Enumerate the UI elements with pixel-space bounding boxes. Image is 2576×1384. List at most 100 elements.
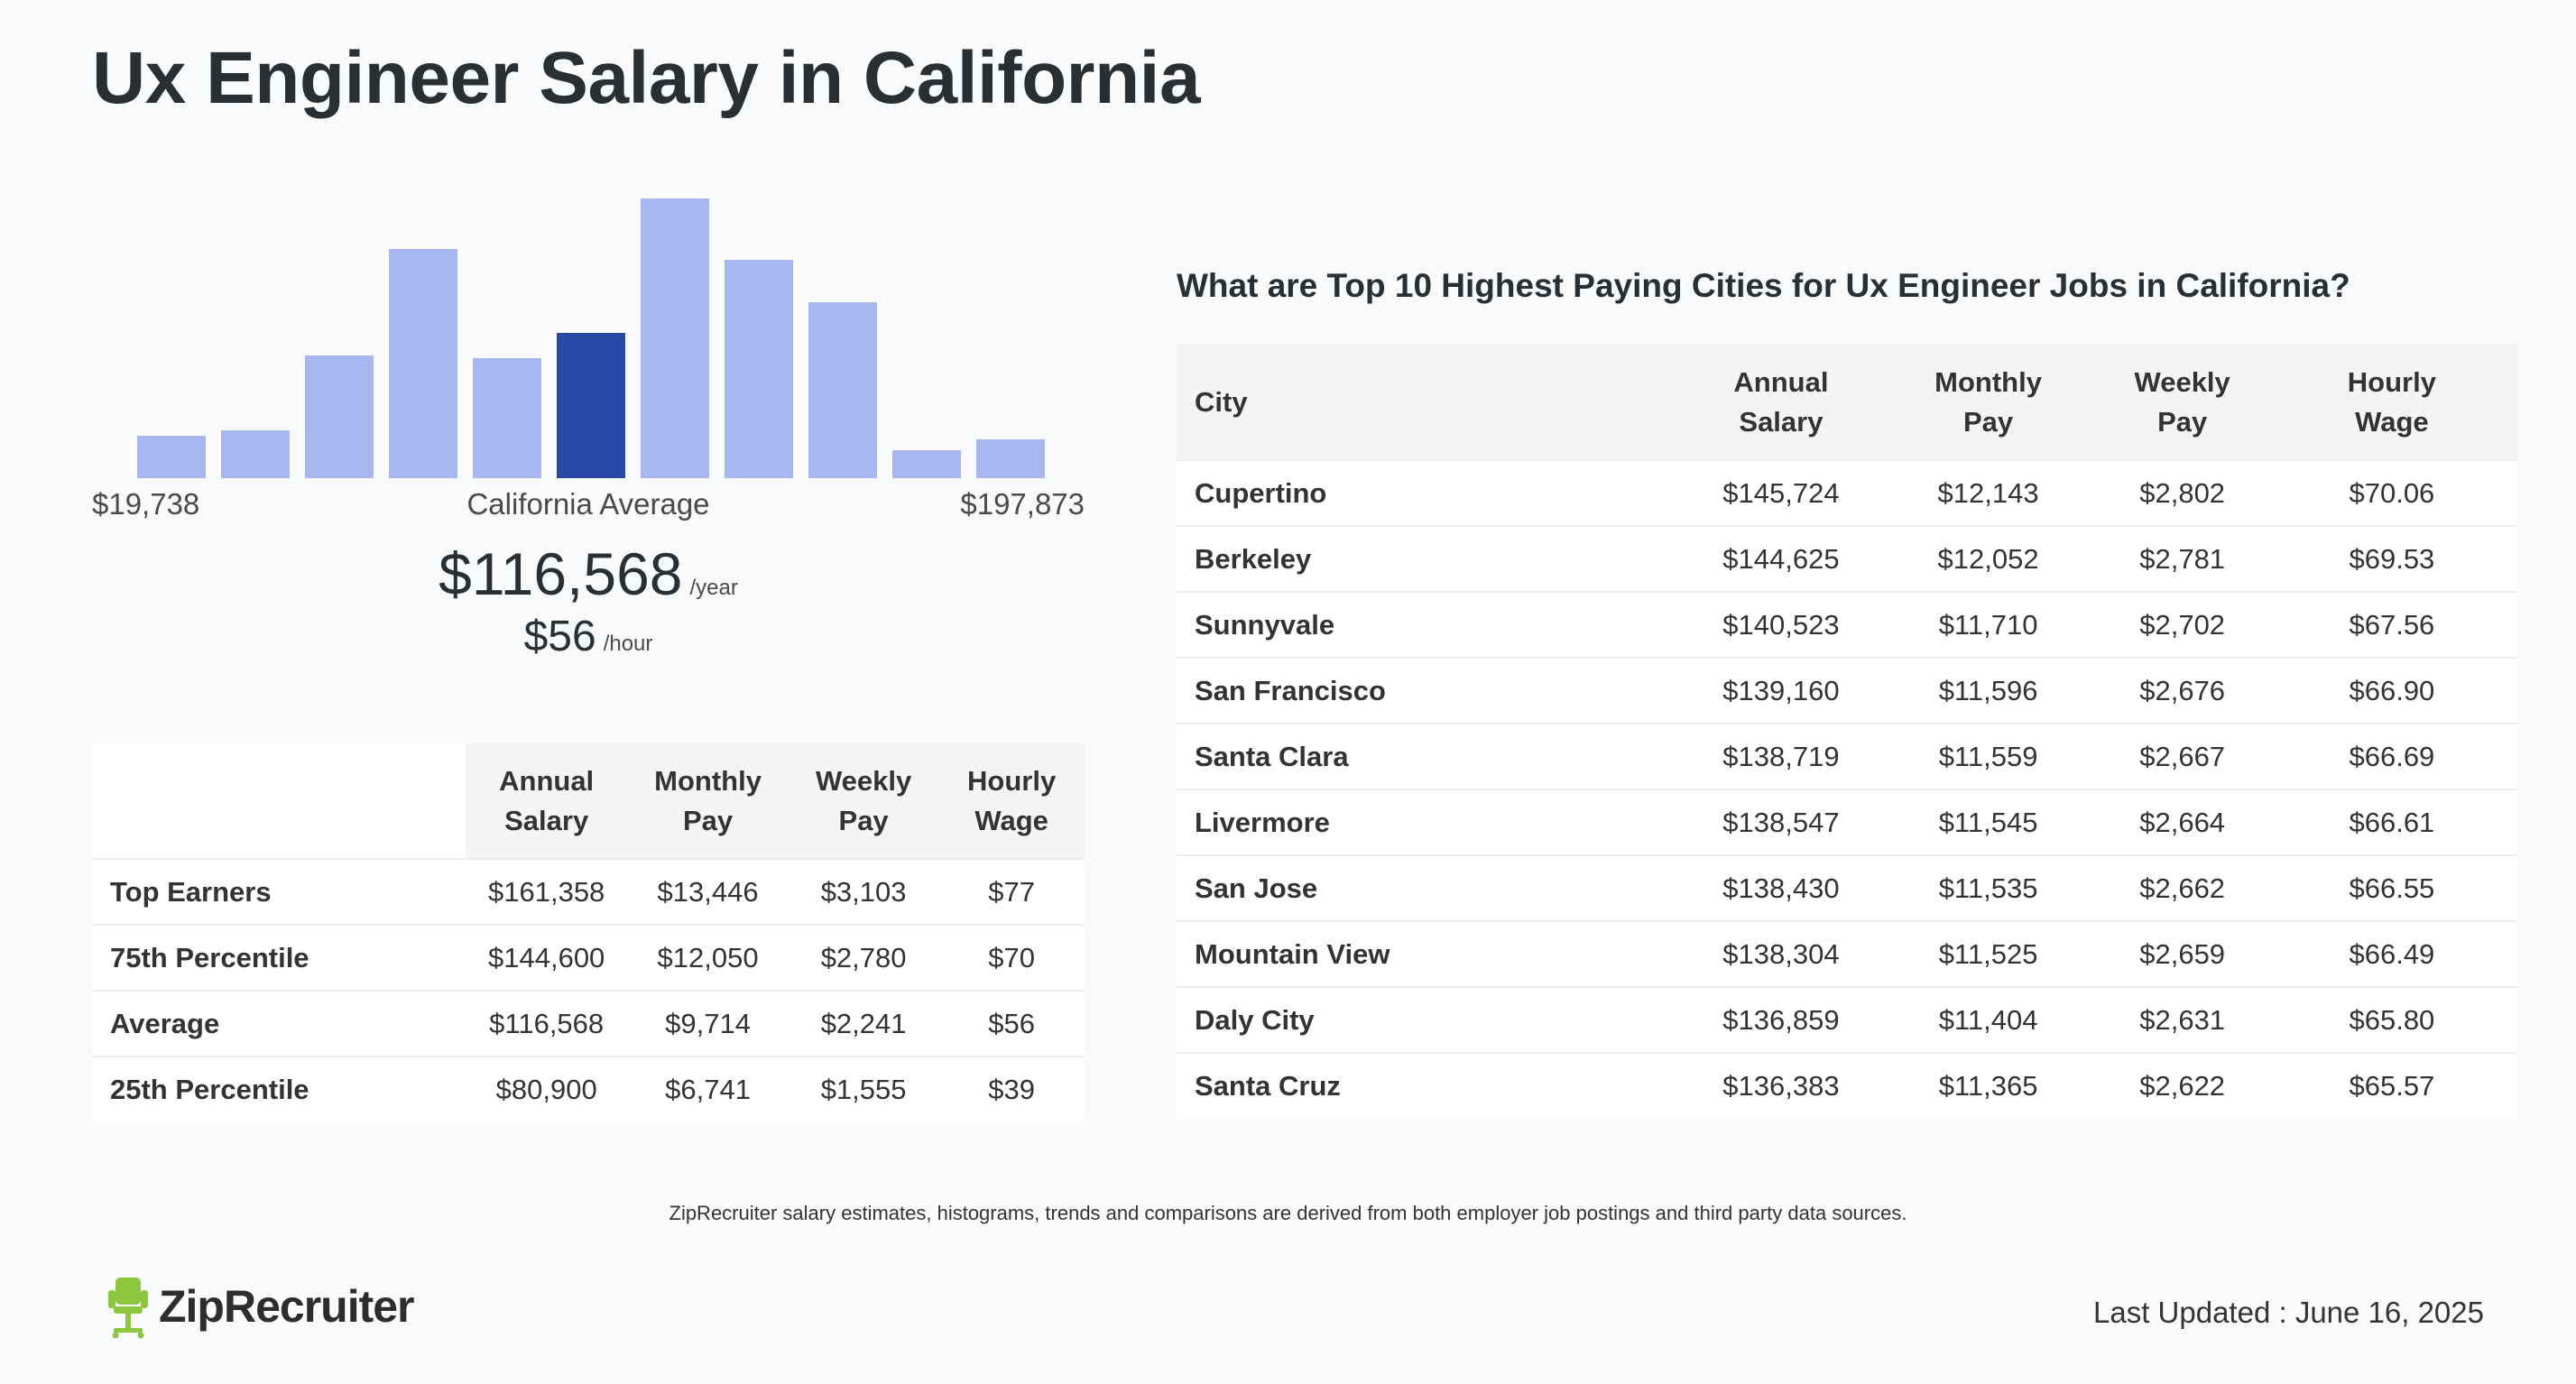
city-name: Cupertino <box>1177 459 1685 526</box>
table-cell: $2,667 <box>2098 723 2267 789</box>
table-row: San Jose $138,430 $11,535 $2,662 $66.55 <box>1177 854 2517 921</box>
table-row: San Francisco $139,160 $11,596 $2,676 $66.90 <box>1177 657 2517 724</box>
header-annual-salary: Annual Salary <box>1684 345 1879 460</box>
histogram-bar <box>389 249 457 478</box>
table-cell: $56 <box>938 990 1085 1056</box>
table-cell: $2,662 <box>2098 854 2267 921</box>
table-cell: $11,559 <box>1878 723 2099 789</box>
table-cell: $11,365 <box>1878 1052 2099 1119</box>
histogram-bar <box>221 430 290 478</box>
table-cell: $138,304 <box>1684 920 1879 987</box>
table-cell: $1,555 <box>788 1056 939 1122</box>
table-cell: $11,525 <box>1878 920 2099 987</box>
table-row: Average $116,568 $9,714 $2,241 $56 <box>92 990 1085 1056</box>
histogram-min-label: $19,738 <box>92 487 200 521</box>
table-cell: $2,780 <box>788 924 939 991</box>
table-cell: $11,710 <box>1878 591 2099 658</box>
histogram-max-label: $197,873 <box>960 487 1085 521</box>
table-cell: $70 <box>938 924 1085 991</box>
table-row: Top Earners $161,358 $13,446 $3,103 $77 <box>92 858 1085 925</box>
average-salary-block: $116,568/year $56/hour <box>92 540 1085 661</box>
average-annual-unit: /year <box>689 576 738 600</box>
average-annual: $116,568/year <box>92 540 1085 608</box>
logo-text: ZipRecruiter <box>159 1281 415 1332</box>
table-cell: $65.57 <box>2266 1052 2517 1119</box>
ziprecruiter-logo[interactable]: ZipRecruiter <box>106 1274 415 1339</box>
table-cell: $136,859 <box>1684 986 1879 1053</box>
header-hourly-wage: Hourly Wage <box>2266 345 2517 460</box>
salary-histogram <box>92 180 1085 478</box>
table-cell: $39 <box>938 1056 1085 1122</box>
table-cell: $11,596 <box>1878 657 2099 724</box>
table-cell: $144,625 <box>1684 525 1879 592</box>
histogram-average-label: California Average <box>466 487 710 521</box>
histogram-labels: $19,738 California Average $197,873 <box>92 487 1085 527</box>
cities-table: City Annual Salary Monthly Pay Weekly Pa… <box>1177 345 2517 1119</box>
header-monthly-pay: Monthly Pay <box>627 743 789 859</box>
table-cell: $138,719 <box>1684 723 1879 789</box>
header-weekly-pay: Weekly Pay <box>788 743 939 859</box>
average-annual-value: $116,568 <box>439 540 683 607</box>
table-cell: $80,900 <box>466 1056 628 1122</box>
table-cell: $66.90 <box>2266 657 2517 724</box>
table-row: Santa Cruz $136,383 $11,365 $2,622 $65.57 <box>1177 1052 2517 1119</box>
header-annual-salary: Annual Salary <box>466 743 628 859</box>
table-cell: $116,568 <box>466 990 628 1056</box>
table-cell: $138,547 <box>1684 789 1879 855</box>
table-cell: $138,430 <box>1684 854 1879 921</box>
city-name: Daly City <box>1177 986 1685 1053</box>
table-cell: $65.80 <box>2266 986 2517 1053</box>
table-cell: $2,802 <box>2098 459 2267 526</box>
table-cell: $66.61 <box>2266 789 2517 855</box>
chair-icon <box>108 1278 148 1339</box>
city-name: San Francisco <box>1177 657 1685 724</box>
city-name: Livermore <box>1177 789 1685 855</box>
histogram-bar-average <box>557 333 625 478</box>
table-cell: $12,052 <box>1878 525 2099 592</box>
table-row: Santa Clara $138,719 $11,559 $2,667 $66.69 <box>1177 723 2517 789</box>
table-cell: $2,241 <box>788 990 939 1056</box>
table-cell: $144,600 <box>466 924 628 991</box>
table-row: 25th Percentile $80,900 $6,741 $1,555 $39 <box>92 1056 1085 1122</box>
histogram-bar <box>892 450 961 478</box>
city-name: Santa Clara <box>1177 723 1685 789</box>
table-cell: $11,545 <box>1878 789 2099 855</box>
histogram-bar <box>137 436 206 478</box>
average-hourly-value: $56 <box>523 613 596 660</box>
data-source-disclaimer: ZipRecruiter salary estimates, histogram… <box>669 1202 1907 1224</box>
table-cell: $11,404 <box>1878 986 2099 1053</box>
table-cell: $66.49 <box>2266 920 2517 987</box>
table-row: Sunnyvale $140,523 $11,710 $2,702 $67.56 <box>1177 591 2517 658</box>
histogram-bar <box>976 439 1045 478</box>
table-cell: $136,383 <box>1684 1052 1879 1119</box>
table-cell: $2,631 <box>2098 986 2267 1053</box>
header-monthly-pay: Monthly Pay <box>1878 345 2099 460</box>
last-updated: Last Updated : June 16, 2025 <box>2093 1296 2484 1329</box>
table-row: Mountain View $138,304 $11,525 $2,659 $66.49 <box>1177 920 2517 987</box>
table-cell: $2,659 <box>2098 920 2267 987</box>
histogram-bar <box>808 302 877 478</box>
table-cell: $2,676 <box>2098 657 2267 724</box>
row-label: Average <box>92 990 466 1056</box>
header-blank <box>92 743 466 859</box>
table-cell: $70.06 <box>2266 459 2517 526</box>
table-cell: $67.56 <box>2266 591 2517 658</box>
table-cell: $2,622 <box>2098 1052 2267 1119</box>
table-cell: $12,050 <box>627 924 789 991</box>
header-weekly-pay: Weekly Pay <box>2098 345 2267 460</box>
row-label: Top Earners <box>92 858 466 925</box>
percentile-table: Annual Salary Monthly Pay Weekly Pay Hou… <box>92 743 1085 1122</box>
table-row: Cupertino $145,724 $12,143 $2,802 $70.06 <box>1177 459 2517 526</box>
table-cell: $3,103 <box>788 858 939 925</box>
table-cell: $145,724 <box>1684 459 1879 526</box>
table-cell: $13,446 <box>627 858 789 925</box>
table-cell: $161,358 <box>466 858 628 925</box>
histogram-bar <box>473 358 541 478</box>
table-cell: $2,781 <box>2098 525 2267 592</box>
percentile-table-header: Annual Salary Monthly Pay Weekly Pay Hou… <box>92 743 1085 859</box>
table-row: Berkeley $144,625 $12,052 $2,781 $69.53 <box>1177 525 2517 592</box>
table-row: Daly City $136,859 $11,404 $2,631 $65.80 <box>1177 986 2517 1053</box>
city-name: San Jose <box>1177 854 1685 921</box>
header-city: City <box>1177 345 1685 460</box>
header-hourly-wage: Hourly Wage <box>938 743 1085 859</box>
